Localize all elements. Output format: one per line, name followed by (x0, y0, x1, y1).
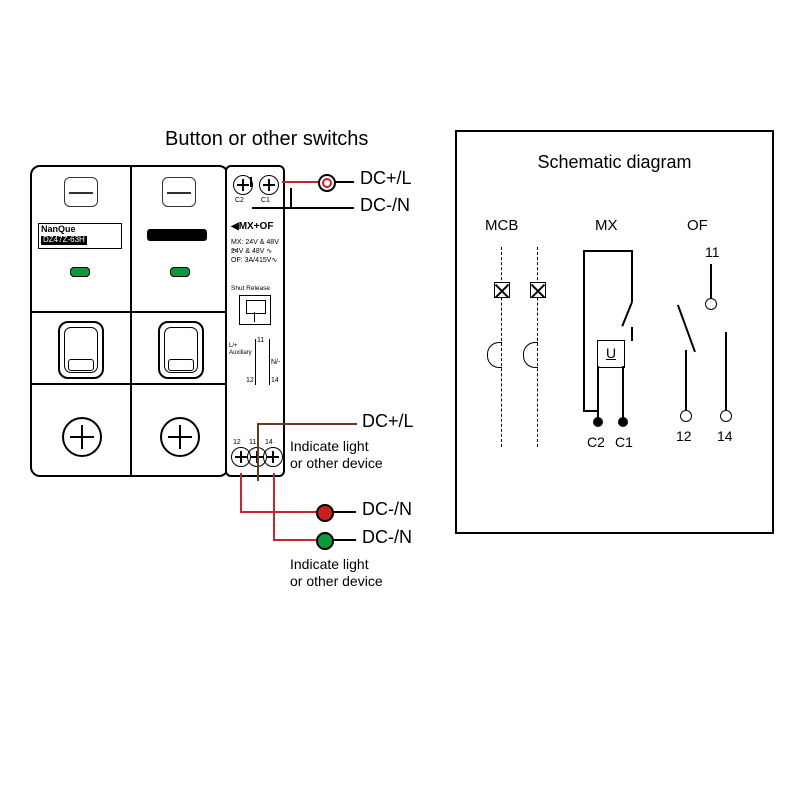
brand-label: NanQue DZ47Z-63H (38, 223, 122, 249)
aux-spec: 24V & 48V ∿ (231, 248, 281, 256)
dc-minus-n-1: DC-/N (360, 195, 410, 216)
mcb-arc (523, 342, 538, 368)
of-14: 14 (717, 428, 733, 444)
u-box: U (597, 340, 625, 368)
terminal-c1 (259, 175, 279, 195)
of-label: OF (687, 217, 708, 234)
terminal-14 (263, 447, 283, 467)
schematic-panel: Schematic diagram MCB MX U C2 C1 OF 11 1… (455, 130, 774, 534)
dc-minus-n-2: DC-/N (362, 499, 412, 520)
wire-red (240, 473, 242, 513)
c1-label: C1 (261, 197, 270, 205)
c2-term: C2 (587, 434, 605, 450)
mcb-arc (487, 342, 502, 368)
shut-label: Shut Release (231, 285, 270, 292)
t11-label: 11 (249, 439, 256, 447)
w (257, 423, 259, 473)
aux-spec: OF: 3A/415V∿ (231, 257, 281, 265)
t12-label: 12 (233, 439, 241, 447)
term-ring (720, 410, 732, 422)
screw-icon (64, 177, 98, 207)
indicator-red (316, 504, 334, 522)
status-led (170, 267, 190, 277)
wire-red (273, 473, 275, 541)
switch-zone (32, 311, 227, 385)
screw-icon (162, 177, 196, 207)
t14: 14 (271, 377, 279, 385)
breaker-toggle[interactable] (158, 321, 204, 379)
status-led (70, 267, 90, 277)
shut-box (239, 295, 271, 325)
wire-black (332, 539, 356, 541)
dc-plus-l-2: DC+/L (362, 411, 414, 432)
screw-icon (160, 417, 200, 457)
wire-brown (257, 473, 259, 481)
aux-title: ◀MX+OF (231, 221, 273, 232)
breaker-toggle[interactable] (58, 321, 104, 379)
label-strip (147, 229, 207, 241)
of-11: 11 (705, 244, 720, 260)
t12: 12 (246, 377, 254, 385)
of-12: 12 (676, 428, 692, 444)
dc-plus-l-1: DC+/L (360, 168, 412, 189)
wire-c2 (252, 207, 354, 209)
t14-label: 14 (265, 439, 273, 447)
screw-icon (62, 417, 102, 457)
mcb-label: MCB (485, 217, 518, 234)
aux-module: C2 C1 ◀MX+OF MX: 24V & 48V ⎓ 24V & 48V ∿… (225, 165, 285, 477)
c2-label: C2 (235, 197, 244, 205)
mcb-contact (530, 282, 546, 298)
wire-black (334, 181, 354, 183)
wire-black (290, 188, 292, 207)
button-node (318, 174, 336, 192)
indicator-green (316, 532, 334, 550)
wire-brown (257, 423, 357, 425)
indicate-label-2: Indicate light or other device (290, 556, 383, 590)
wire-red (273, 539, 322, 541)
brand-name: NanQue (41, 225, 119, 235)
wire-black (332, 511, 356, 513)
schematic-title: Schematic diagram (457, 152, 772, 173)
model-label: DZ47Z-63H (41, 236, 87, 245)
indicate-label-1: Indicate light or other device (290, 438, 383, 472)
term-ring (680, 410, 692, 422)
t11: 11 (257, 337, 264, 345)
mcb-contact (494, 282, 510, 298)
mx-label: MX (595, 217, 618, 234)
ni: N/- (271, 359, 280, 367)
dc-minus-n-3: DC-/N (362, 527, 412, 548)
c1-term: C1 (615, 434, 633, 450)
top-title: Button or other switchs (165, 128, 368, 151)
term-node (705, 298, 717, 310)
gap (250, 177, 252, 187)
wire-red (240, 511, 322, 513)
circuit-breaker: NanQue DZ47Z-63H (30, 165, 229, 477)
